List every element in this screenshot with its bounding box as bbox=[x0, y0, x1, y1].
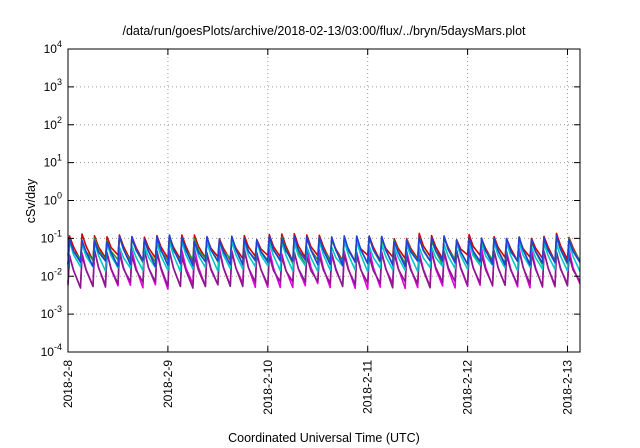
y-tick-label: 101 bbox=[44, 153, 62, 170]
y-tick-label: 102 bbox=[44, 115, 62, 132]
series-line-3 bbox=[67, 234, 581, 268]
x-tick-label: 2018-2-13 bbox=[561, 360, 575, 415]
x-tick-label: 2018-2-10 bbox=[261, 360, 275, 415]
x-tick-label: 2018-2-12 bbox=[461, 360, 475, 415]
y-tick-label: 10-3 bbox=[41, 304, 62, 321]
y-tick-label: 10-1 bbox=[41, 228, 62, 245]
y-tick-label: 10-2 bbox=[41, 266, 62, 283]
y-tick-label: 10-4 bbox=[41, 342, 62, 359]
x-tick-label: 2018-2-8 bbox=[61, 360, 75, 408]
x-tick-label: 2018-2-11 bbox=[361, 360, 375, 414]
plot-frame bbox=[67, 48, 581, 353]
series-line-5 bbox=[67, 249, 581, 289]
x-tick-label: 2018-2-9 bbox=[161, 360, 175, 408]
tick-labels: 2018-2-8 2018-2-9 2018-2-10 2018-2-11 2018-2… bbox=[41, 39, 575, 415]
y-tick-label: 104 bbox=[44, 39, 62, 56]
y-axis-title: cSv/day bbox=[24, 178, 38, 223]
chart-title: /data/run/goesPlots/archive/2018-02-13/0… bbox=[122, 24, 526, 38]
series-group bbox=[67, 232, 581, 290]
y-tick-label: 103 bbox=[44, 77, 62, 94]
x-axis-title: Coordinated Universal Time (UTC) bbox=[228, 431, 420, 445]
grid bbox=[68, 49, 580, 352]
y-tick-label: 100 bbox=[44, 191, 62, 208]
